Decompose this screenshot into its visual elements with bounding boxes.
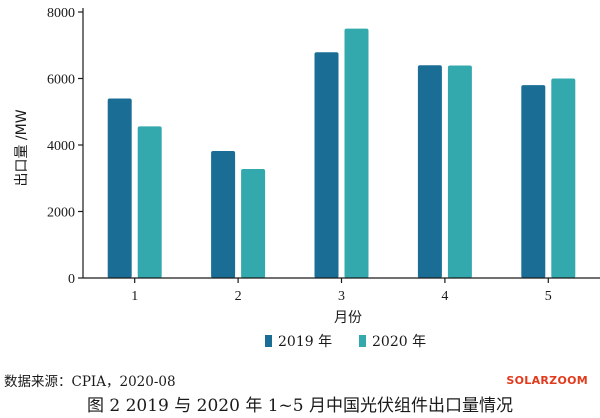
y-tick-label: 6000: [47, 73, 75, 88]
x-axis-label: 月份: [334, 310, 362, 326]
figure-caption: 图 2 2019 与 2020 年 1~5 月中国光伏组件出口量情况: [86, 396, 514, 416]
y-axis-label: 出口量 /MW: [14, 109, 30, 186]
legend: 2019 年 2020 年: [265, 334, 426, 350]
y-tick-label: 2000: [47, 206, 75, 221]
legend-label-series1: 2019 年: [278, 334, 332, 350]
bar-series1-cat1: [107, 98, 132, 278]
bar-series2-cat3: [344, 28, 369, 278]
source-note: 数据来源：CPIA，2020-08: [4, 374, 176, 390]
legend-swatch-series2: [359, 335, 366, 347]
x-ticks-group: 1 2 3 4 5: [131, 278, 552, 304]
bars-group: [107, 28, 576, 279]
bar-series2-cat1: [137, 126, 162, 278]
bar-series1-cat3: [314, 52, 339, 278]
x-tick-label: 5: [545, 289, 552, 304]
bar-series1-cat4: [417, 65, 442, 278]
y-tick-label: 0: [68, 272, 75, 287]
legend-label-series2: 2020 年: [372, 334, 426, 350]
bar-series2-cat5: [551, 78, 576, 278]
y-tick-label: 8000: [47, 6, 75, 21]
y-ticks-group: 0 2000 4000 6000 8000: [47, 6, 83, 287]
bar-chart: 0 2000 4000 6000 8000 1 2 3 4 5 出口量 /MW 月份 2019 …: [14, 6, 600, 350]
x-tick-label: 4: [441, 289, 448, 304]
bar-series2-cat2: [241, 168, 266, 278]
bar-series1-cat5: [521, 85, 546, 279]
x-tick-label: 2: [235, 289, 242, 304]
bar-series2-cat4: [447, 65, 472, 278]
legend-swatch-series1: [265, 335, 272, 347]
x-tick-label: 1: [131, 289, 138, 304]
bar-series1-cat2: [211, 150, 236, 278]
x-tick-label: 3: [338, 289, 345, 304]
watermark-logo: SOLARZOOM: [506, 374, 588, 387]
y-tick-label: 4000: [47, 139, 75, 154]
